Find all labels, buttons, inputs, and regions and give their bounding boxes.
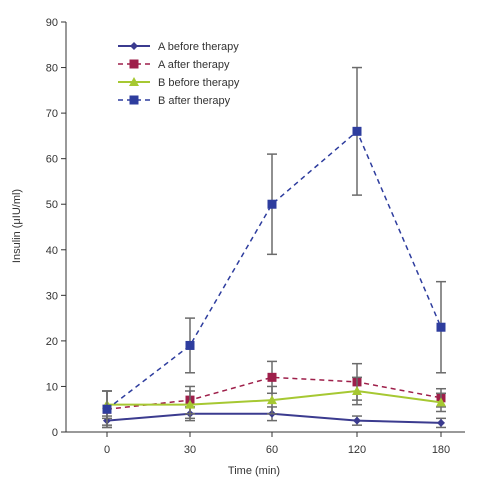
data-point: [267, 395, 277, 405]
data-point: [436, 397, 446, 407]
data-point: [267, 372, 277, 382]
legend-label: B before therapy: [158, 77, 240, 89]
y-tick-label: 80: [46, 63, 58, 75]
x-tick-label: 120: [348, 444, 366, 456]
legend-item-2: A after therapy: [118, 59, 230, 71]
y-tick-label: 30: [46, 290, 58, 302]
y-axis-title: Insulin (μIU/ml): [11, 189, 23, 263]
data-point: [267, 199, 277, 209]
legend-marker: [130, 42, 138, 50]
data-point: [436, 322, 446, 332]
y-tick-label: 90: [46, 17, 58, 29]
series-line: [106, 130, 442, 410]
chart-axes: [65, 22, 465, 433]
y-tick-label: 50: [46, 199, 58, 211]
legend-label: A before therapy: [158, 41, 239, 53]
x-axis-title: Time (min): [228, 465, 280, 477]
x-tick-label: 180: [432, 444, 450, 456]
y-tick-label: 60: [46, 154, 58, 166]
chart-ticks: 0 10 20 30 40 50 60 70 80 90 0 30 60 120 180: [46, 17, 450, 456]
data-point: [352, 386, 362, 395]
y-tick-label: 20: [46, 336, 58, 348]
legend-label: B after therapy: [158, 95, 231, 107]
series-1: [102, 406, 446, 429]
legend-item-4: B after therapy: [118, 95, 231, 107]
legend-item-3: B before therapy: [118, 77, 240, 89]
series-line: [106, 376, 442, 410]
chart-series: [102, 66, 446, 429]
legend-item-1: A before therapy: [118, 41, 239, 53]
x-tick-label: 0: [104, 444, 110, 456]
legend-marker: [129, 59, 139, 69]
y-tick-label: 0: [52, 427, 58, 439]
data-point: [352, 126, 362, 136]
legend-label: A after therapy: [158, 59, 230, 71]
legend-marker: [129, 77, 139, 86]
data-point: [437, 418, 445, 427]
data-point: [353, 416, 361, 425]
y-tick-label: 40: [46, 245, 58, 257]
series-4: [102, 66, 446, 429]
y-tick-label: 10: [46, 381, 58, 393]
chart-legend: A before therapy A after therapy B before …: [118, 41, 240, 107]
x-tick-label: 60: [266, 444, 278, 456]
data-point: [102, 404, 112, 414]
legend-marker: [129, 95, 139, 105]
x-tick-label: 30: [184, 444, 196, 456]
data-point: [185, 399, 195, 409]
data-point: [185, 340, 195, 350]
y-tick-label: 70: [46, 108, 58, 120]
